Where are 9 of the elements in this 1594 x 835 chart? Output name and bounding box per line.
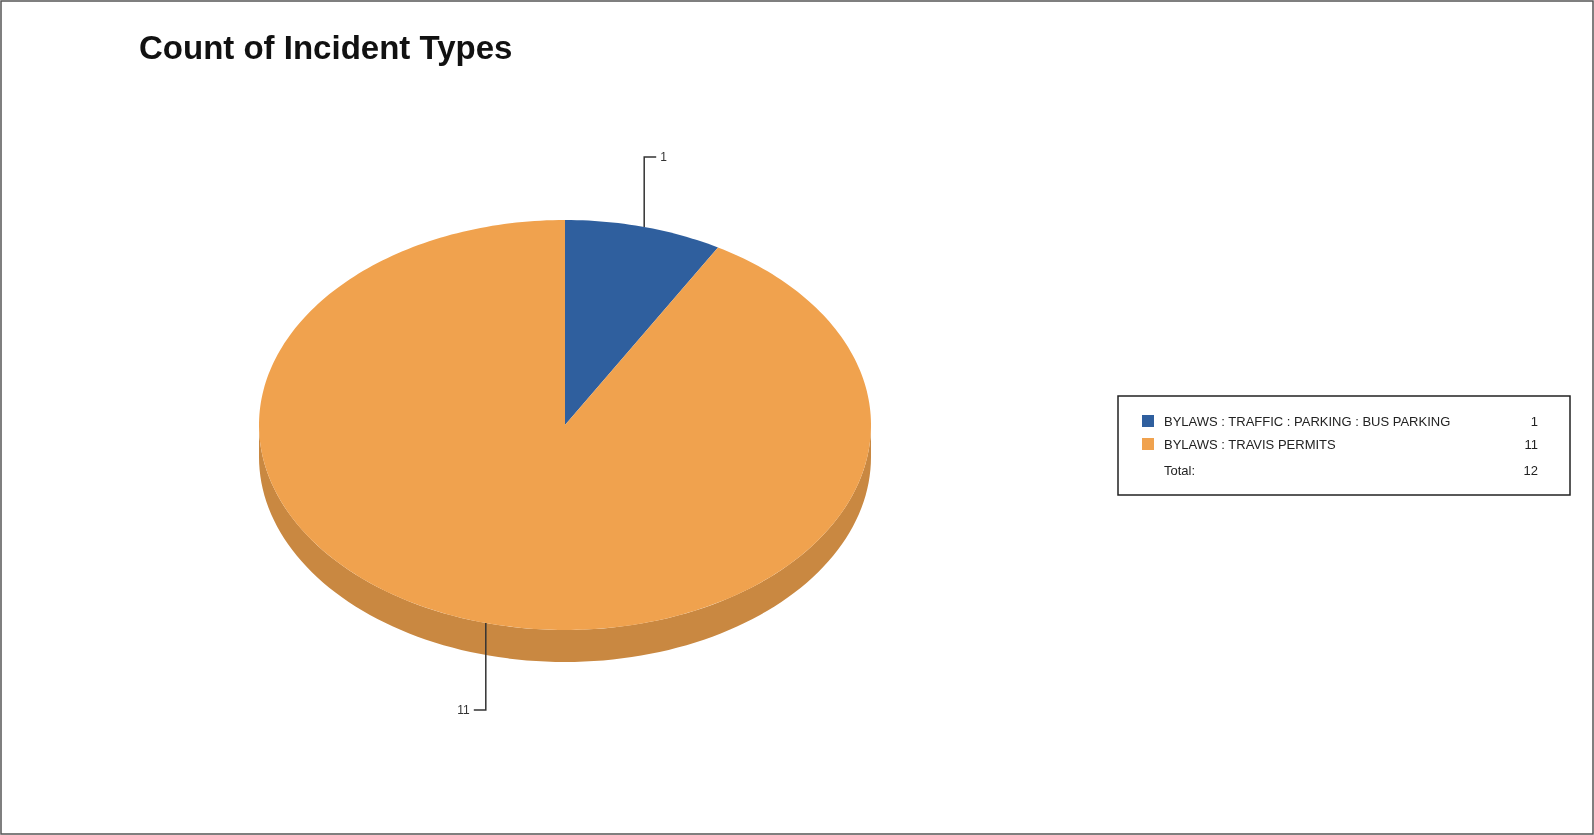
legend-label: BYLAWS : TRAFFIC : PARKING : BUS PARKING [1164,414,1451,429]
legend-label: BYLAWS : TRAVIS PERMITS [1164,437,1337,452]
chart-title: Count of Incident Types [139,29,513,66]
data-label: 11 [457,703,471,718]
text: 1 [1530,414,1538,429]
data-label: 1 [660,149,668,164]
text: 11 [1524,437,1538,452]
text: 12 [1523,463,1538,478]
text: Total: [1164,463,1196,478]
